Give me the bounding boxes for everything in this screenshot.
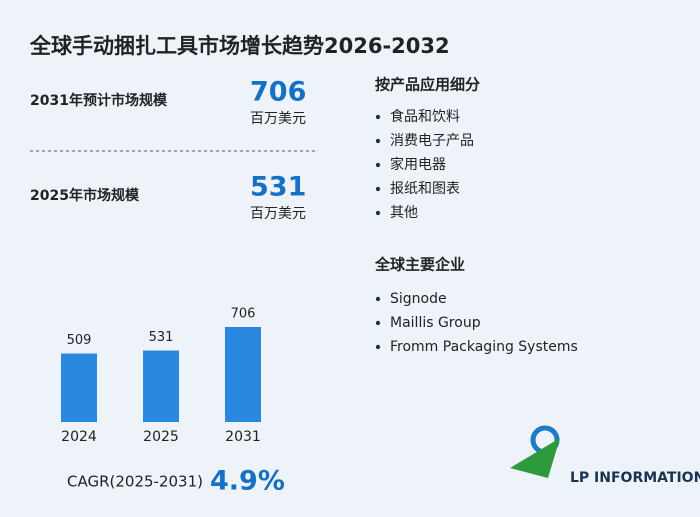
logo-text: LP INFORMATION [570, 470, 700, 486]
bullet [375, 186, 381, 192]
value-label: 706 [231, 307, 256, 322]
bullet [375, 320, 381, 326]
list-item: 食品和饮料 [390, 108, 460, 125]
bullet [375, 138, 381, 144]
bullet [375, 114, 381, 120]
list-item: Maillis Group [390, 315, 481, 331]
list-item: 其他 [390, 205, 418, 221]
x-tick-label: 2025 [143, 429, 179, 445]
list-item: Fromm Packaging Systems [390, 339, 578, 355]
x-tick-label: 2031 [225, 429, 261, 445]
cagr-label: CAGR(2025-2031) [67, 473, 203, 491]
bullet [375, 162, 381, 168]
title: 全球手动捆扎工具市场增长趋势2026-2032 [29, 34, 450, 58]
bar [225, 327, 261, 422]
bar [61, 353, 97, 422]
bar [143, 350, 179, 422]
x-tick-label: 2024 [61, 429, 97, 445]
stat-label: 2025年市场规模 [30, 187, 140, 204]
value-label: 509 [67, 333, 92, 348]
cagr-value: 4.9% [210, 466, 285, 497]
logo-icon [510, 425, 560, 478]
list-item: Signode [390, 291, 447, 307]
bullet [375, 210, 381, 216]
list-item: 消费电子产品 [390, 133, 474, 149]
stat-label: 2031年预计市场规模 [30, 92, 168, 109]
section-title: 按产品应用细分 [375, 76, 480, 94]
stat-unit: 百万美元 [250, 206, 306, 222]
value-label: 531 [149, 330, 174, 345]
list-item: 家用电器 [390, 156, 446, 173]
bullet [375, 344, 381, 350]
stat-value: 531 [250, 172, 306, 203]
stat-value: 706 [250, 77, 306, 108]
bullet [375, 296, 381, 302]
section-title: 全球主要企业 [374, 256, 465, 274]
stat-unit: 百万美元 [250, 111, 306, 127]
list-item: 报纸和图表 [390, 181, 460, 197]
